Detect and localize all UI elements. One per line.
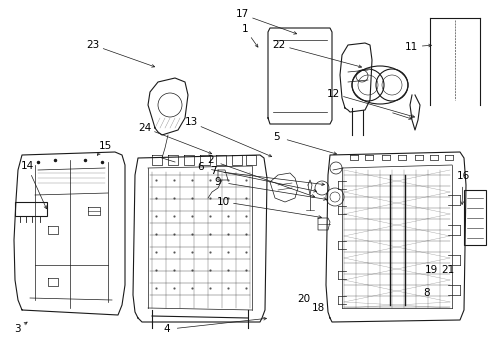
Text: 16: 16 <box>456 171 470 181</box>
Text: 23: 23 <box>86 40 100 50</box>
Text: 3: 3 <box>14 324 21 334</box>
Text: 6: 6 <box>197 162 204 172</box>
Text: 4: 4 <box>163 324 170 334</box>
Text: 5: 5 <box>273 132 280 142</box>
Text: 19: 19 <box>424 265 438 275</box>
Text: 22: 22 <box>272 40 286 50</box>
Text: 8: 8 <box>423 288 430 298</box>
Text: 15: 15 <box>98 141 112 151</box>
Text: 17: 17 <box>236 9 249 19</box>
Text: 2: 2 <box>207 155 214 165</box>
Bar <box>464 190 486 245</box>
Text: 24: 24 <box>138 123 151 133</box>
Text: 1: 1 <box>242 24 248 34</box>
Text: 7: 7 <box>210 166 217 176</box>
Text: 9: 9 <box>215 177 221 187</box>
Text: 20: 20 <box>297 294 310 304</box>
Text: 11: 11 <box>405 42 418 52</box>
Bar <box>15 202 47 216</box>
Text: 18: 18 <box>312 303 325 313</box>
Text: 10: 10 <box>217 197 229 207</box>
Text: 12: 12 <box>326 89 340 99</box>
Text: 13: 13 <box>184 117 198 127</box>
Text: 14: 14 <box>20 161 34 171</box>
Text: 21: 21 <box>441 265 455 275</box>
